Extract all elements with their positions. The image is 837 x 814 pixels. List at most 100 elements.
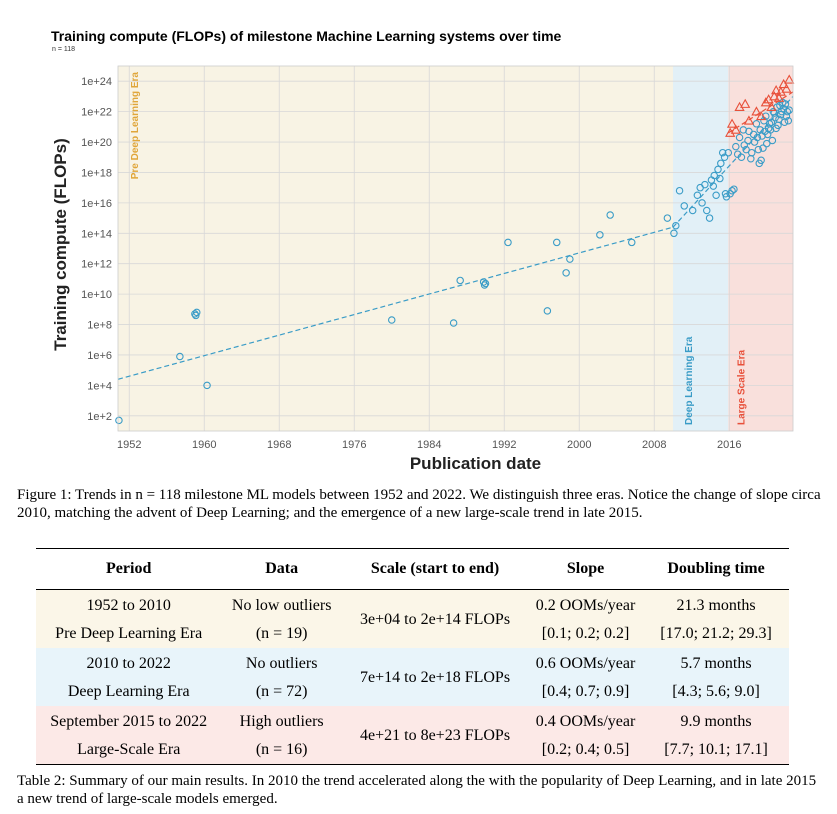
data-point-circle	[785, 106, 793, 114]
y-tick-label: 1e+16	[81, 198, 112, 210]
data-point-circle	[735, 133, 744, 142]
data-point-circle	[762, 139, 771, 148]
data-cell: High outliers	[221, 706, 342, 736]
slope-ci-cell: [0.2; 0.4; 0.5]	[528, 736, 644, 765]
data-cell: No outliers	[221, 648, 342, 678]
data-point-circle	[759, 144, 767, 152]
data-point-circle	[771, 113, 779, 122]
data-point-circle	[710, 171, 718, 180]
data-point-triangle	[760, 97, 771, 107]
data-point-circle	[698, 199, 706, 207]
y-tick-label: 1e+6	[87, 350, 112, 362]
scale-cell: 4e+21 to 8e+23 FLOPs	[341, 706, 529, 765]
doubling-ci-cell: [7.7; 10.1; 17.1]	[643, 736, 789, 765]
data-point-triangle	[770, 85, 782, 95]
doubling-cell: 9.9 months	[643, 706, 789, 736]
x-tick-label: 1968	[267, 439, 291, 451]
x-tick-label: 1984	[417, 439, 441, 451]
table-row: Pre Deep Learning Era (n = 19) [0.1; 0.2…	[36, 620, 789, 648]
plot-frame	[117, 65, 794, 432]
data-point-circle	[702, 206, 711, 215]
data-point-triangle	[755, 110, 767, 121]
data-point-circle	[115, 416, 123, 425]
data-point-circle	[781, 100, 790, 108]
data-point-circle	[680, 202, 688, 210]
y-tick-label: 1e+14	[81, 228, 112, 240]
data-point-triangle	[766, 101, 777, 111]
y-tick-label: 1e+10	[81, 289, 112, 301]
header-doubling-time: Doubling time	[667, 560, 765, 577]
data-point-circle	[740, 141, 748, 149]
y-tick-label: 1e+24	[81, 76, 112, 88]
data-point-circle	[712, 191, 720, 200]
data-point-circle	[693, 191, 702, 200]
doubling-cell: 21.3 months	[643, 589, 789, 620]
data-point-circle	[732, 142, 740, 151]
data-point-circle	[728, 186, 736, 195]
x-tick-label: 1976	[342, 439, 366, 451]
data-point-circle	[767, 118, 776, 127]
data-point-circle	[709, 182, 718, 190]
data-point-triangle	[743, 115, 755, 125]
data-point-circle	[672, 221, 680, 230]
data-point-circle	[721, 190, 730, 198]
trendline	[727, 91, 794, 134]
y-tick-label: 1e+2	[87, 411, 112, 423]
trendline	[672, 96, 794, 228]
data-point-circle	[663, 214, 672, 222]
data-point-circle	[783, 107, 792, 116]
data-point-circle	[705, 214, 714, 222]
data-point-circle	[737, 153, 746, 162]
data-point-circle	[764, 124, 773, 133]
gridlines	[118, 66, 793, 431]
era-label: Deep Learning Era	[684, 336, 695, 425]
header-scale: Scale (start to end)	[370, 560, 500, 577]
era-backgrounds	[118, 66, 793, 431]
era-band	[673, 66, 729, 431]
x-tick-label: 1960	[192, 439, 216, 451]
data-point-circle	[479, 278, 488, 286]
data-point-circle	[747, 148, 756, 157]
sample-count-cell: (n = 72)	[221, 678, 342, 706]
x-tick-label: 1952	[117, 439, 141, 451]
scale-cell: 7e+14 to 2e+18 FLOPs	[341, 648, 529, 706]
era-label: Pre Deep Learning Era	[130, 72, 141, 180]
data-point-circle	[716, 174, 724, 183]
slope-cell: 0.4 OOMs/year	[528, 706, 644, 736]
era-name-cell: Large-Scale Era	[36, 736, 222, 765]
axes: 1e+2 1e+4 1e+6 1e+8 1e+10 1e+12 1e+14 1e+16 1e+1…	[51, 65, 794, 473]
y-tick-label: 1e+18	[81, 167, 112, 179]
doubling-ci-cell: [4.3; 5.6; 9.0]	[643, 678, 789, 706]
slope-ci-cell: [0.1; 0.2; 0.2]	[528, 620, 644, 648]
table-header-row: Period Data Scale (start to end) Slope D…	[36, 548, 789, 590]
y-tick-label: 1e+20	[81, 137, 112, 149]
data-point-circle	[775, 115, 783, 123]
data-point-circle	[768, 136, 777, 145]
y-tick-label: 1e+8	[87, 320, 112, 332]
data-point-circle	[504, 238, 512, 247]
table-row: Large-Scale Era (n = 16) [0.2; 0.4; 0.5]…	[36, 736, 789, 765]
table-row: 2010 to 2022 No outliers 7e+14 to 2e+18 …	[36, 648, 789, 706]
data-point-triangle	[784, 74, 795, 84]
era-band	[118, 66, 673, 431]
period-cell: 1952 to 2010	[36, 589, 222, 620]
y-tick-label: 1e+12	[81, 259, 112, 271]
data-point-triangle	[726, 118, 738, 128]
header-slope: Slope	[566, 560, 605, 577]
data-point-triangle	[773, 92, 785, 102]
data-point-circle	[176, 352, 184, 361]
data-point-triangle	[730, 124, 741, 134]
period-cell: 2010 to 2022	[36, 648, 222, 678]
x-tick-label: 2008	[642, 439, 666, 451]
doubling-cell: 5.7 months	[643, 648, 789, 678]
data-point-circle	[717, 159, 725, 168]
data-point-circle	[456, 276, 464, 285]
data-point-triangle	[740, 98, 751, 108]
data-point-circle	[688, 206, 697, 215]
x-tick-label: 1992	[492, 439, 516, 451]
data-point-circle	[670, 229, 678, 238]
results-table: Period Data Scale (start to end) Slope D…	[36, 548, 789, 765]
data-point-circle	[596, 231, 604, 239]
sample-size-label: n = 118	[52, 46, 76, 53]
scatter-chart: 1e+2 1e+4 1e+6 1e+8 1e+10 1e+12 1e+14 1e+16 1e+1…	[51, 65, 795, 473]
